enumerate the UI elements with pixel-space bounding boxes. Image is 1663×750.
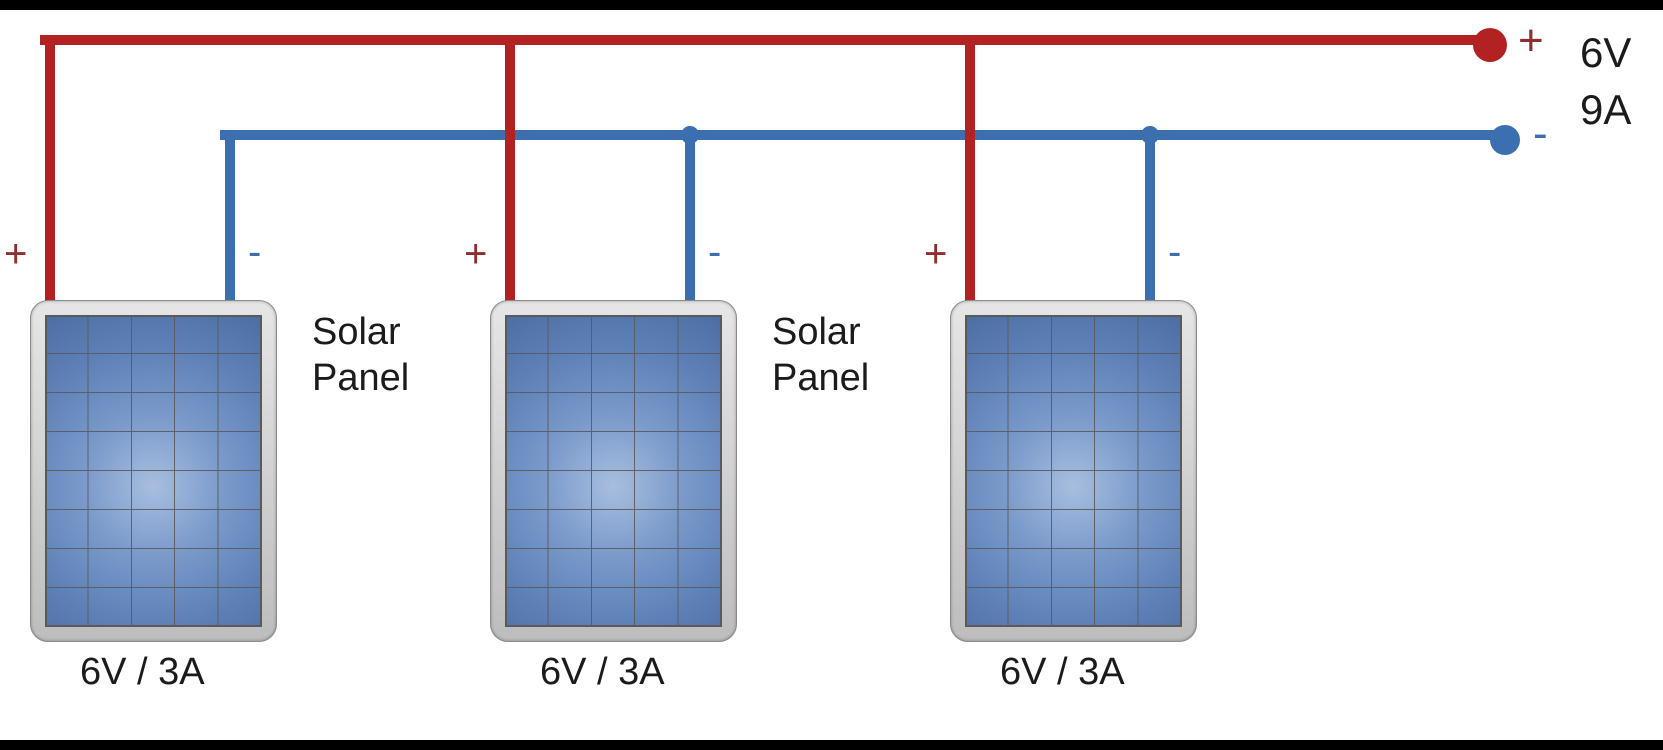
panel-1-minus: -	[248, 228, 261, 276]
solar-panel-label-2: Solar Panel	[312, 310, 409, 401]
panel-3-plus: +	[924, 230, 947, 278]
panel-2-plus: +	[464, 230, 487, 278]
solar-panel-1	[30, 300, 277, 642]
panel-2-rating: 6V / 3A	[540, 650, 665, 696]
diagram-stage: + - 6V / 3A + - 6V / 3A Solar Panel + - 6V / 3A So…	[0, 0, 1663, 750]
terminal-plus: +	[1518, 15, 1544, 68]
terminal-minus: -	[1533, 108, 1548, 161]
solar-panel-label-3: Solar Panel	[772, 310, 869, 401]
solar-panel-2	[490, 300, 737, 642]
panel-3-minus: -	[1168, 228, 1181, 276]
output-voltage: 6V	[1580, 28, 1631, 78]
panel-1-plus: +	[4, 230, 27, 278]
panel-2-minus: -	[708, 228, 721, 276]
solar-panel-3	[950, 300, 1197, 642]
panel-1-rating: 6V / 3A	[80, 650, 205, 696]
panel-3-rating: 6V / 3A	[1000, 650, 1125, 696]
output-current: 9A	[1580, 85, 1631, 135]
